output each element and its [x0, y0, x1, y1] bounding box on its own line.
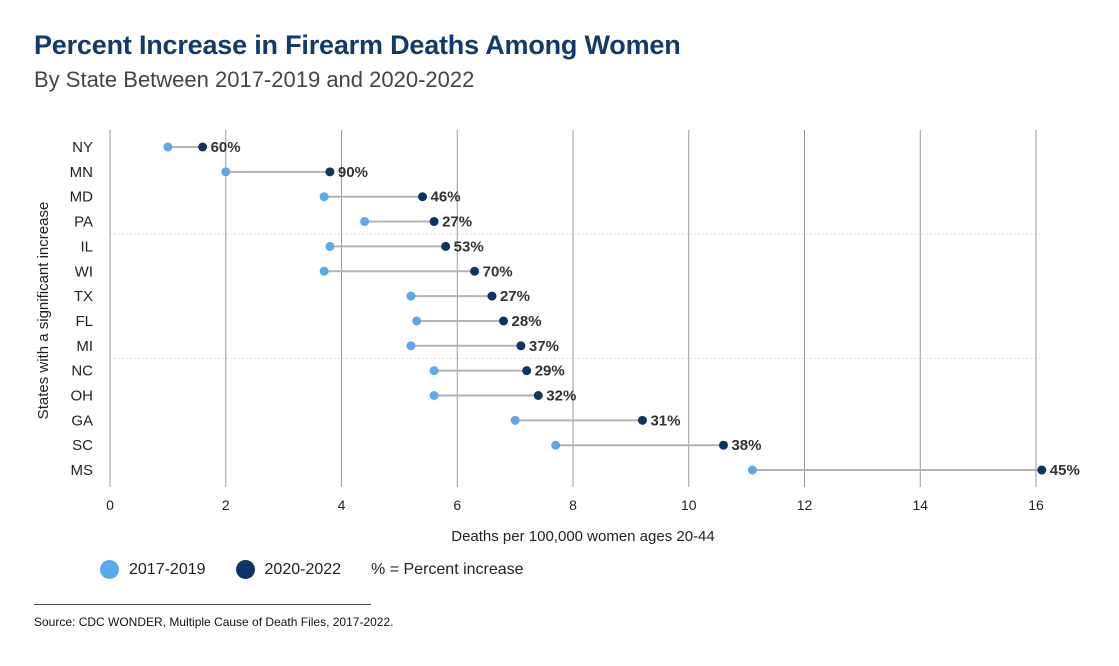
y-tick-label-nc: NC [71, 363, 93, 380]
point-2017-2019-fl [412, 316, 422, 326]
point-2017-2019-sc [551, 440, 561, 450]
data-label-ms: 45% [1050, 462, 1080, 479]
y-tick-label-sc: SC [72, 437, 93, 454]
y-tick-label-mn: MN [70, 164, 93, 181]
x-tick-label-0: 0 [106, 497, 114, 513]
data-label-fl: 28% [512, 313, 542, 330]
y-tick-label-wi: WI [75, 263, 93, 280]
data-label-oh: 32% [546, 388, 576, 405]
source-divider [34, 604, 371, 605]
y-tick-label-pa: PA [74, 214, 93, 231]
data-label-pa: 27% [442, 214, 472, 231]
legend-item-2017-2019: 2017-2019 [100, 560, 206, 579]
point-2017-2019-pa [360, 217, 370, 227]
legend-swatch-2020-2022 [235, 560, 255, 579]
data-label-nc: 29% [535, 363, 565, 380]
y-tick-label-ny: NY [72, 139, 93, 156]
legend: 2017-2019 2020-2022 % = Percent increase [100, 560, 554, 579]
point-2020-2022-nc [522, 366, 532, 376]
point-2020-2022-oh [533, 391, 543, 400]
data-label-sc: 38% [731, 437, 761, 454]
point-2020-2022-ny [198, 142, 208, 152]
y-tick-label-oh: OH [71, 388, 94, 405]
y-tick-label-md: MD [70, 189, 93, 206]
point-2017-2019-mn [221, 167, 231, 177]
point-2020-2022-mn [325, 167, 335, 177]
data-label-tx: 27% [500, 288, 530, 305]
point-2017-2019-ga [510, 415, 520, 425]
y-tick-label-ms: MS [71, 462, 94, 479]
y-tick-label-ga: GA [71, 412, 93, 429]
point-2017-2019-oh [429, 391, 439, 400]
x-axis-label: Deaths per 100,000 women ages 20-44 [451, 528, 715, 545]
x-tick-label-2: 2 [222, 497, 230, 513]
x-tick-label-6: 6 [453, 497, 461, 513]
point-2020-2022-mi [516, 341, 526, 351]
legend-swatch-2017-2019 [100, 560, 119, 579]
point-2017-2019-nc [429, 366, 439, 376]
source-note: Source: CDC WONDER, Multiple Cause of De… [34, 615, 394, 629]
point-2020-2022-ga [637, 415, 647, 425]
point-2020-2022-tx [487, 291, 497, 301]
legend-label-2017-2019: 2017-2019 [129, 560, 206, 578]
data-label-md: 46% [431, 189, 461, 206]
y-tick-label-tx: TX [74, 288, 93, 305]
legend-label-2020-2022: 2020-2022 [264, 560, 342, 578]
y-tick-label-il: IL [80, 238, 93, 255]
point-2020-2022-wi [470, 266, 480, 276]
y-tick-label-mi: MI [76, 338, 93, 355]
point-2020-2022-ms [1037, 465, 1047, 475]
point-2017-2019-ms [747, 465, 757, 475]
x-tick-label-8: 8 [569, 497, 577, 513]
point-2017-2019-tx [406, 291, 416, 301]
y-tick-label-fl: FL [75, 313, 93, 330]
x-tick-label-16: 16 [1028, 497, 1044, 513]
legend-note: % = Percent increase [371, 561, 524, 579]
x-tick-label-10: 10 [681, 497, 697, 513]
data-label-il: 53% [454, 238, 484, 255]
point-2017-2019-md [319, 192, 329, 202]
point-2017-2019-wi [319, 266, 329, 276]
data-label-ga: 31% [650, 412, 680, 429]
point-2020-2022-sc [718, 440, 728, 450]
x-tick-label-4: 4 [338, 497, 346, 513]
y-axis-label: States with a significant increase [35, 202, 52, 420]
point-2017-2019-ny [163, 142, 173, 152]
chart-title: Percent Increase in Firearm Deaths Among… [34, 30, 681, 60]
data-label-mn: 90% [338, 164, 368, 181]
point-2017-2019-il [325, 241, 335, 251]
data-label-mi: 37% [529, 338, 559, 355]
point-2017-2019-mi [406, 341, 416, 351]
chart-subtitle: By State Between 2017-2019 and 2020-2022 [34, 67, 475, 92]
legend-note-text: % = Percent increase [371, 560, 524, 578]
point-2020-2022-il [441, 241, 451, 251]
x-tick-label-14: 14 [912, 497, 928, 513]
point-2020-2022-fl [499, 316, 509, 326]
legend-item-2020-2022: 2020-2022 [235, 560, 342, 579]
point-2020-2022-md [418, 192, 428, 202]
point-2020-2022-pa [429, 217, 439, 227]
data-label-ny: 60% [211, 139, 241, 156]
x-tick-label-12: 12 [797, 497, 813, 513]
data-label-wi: 70% [483, 263, 513, 280]
